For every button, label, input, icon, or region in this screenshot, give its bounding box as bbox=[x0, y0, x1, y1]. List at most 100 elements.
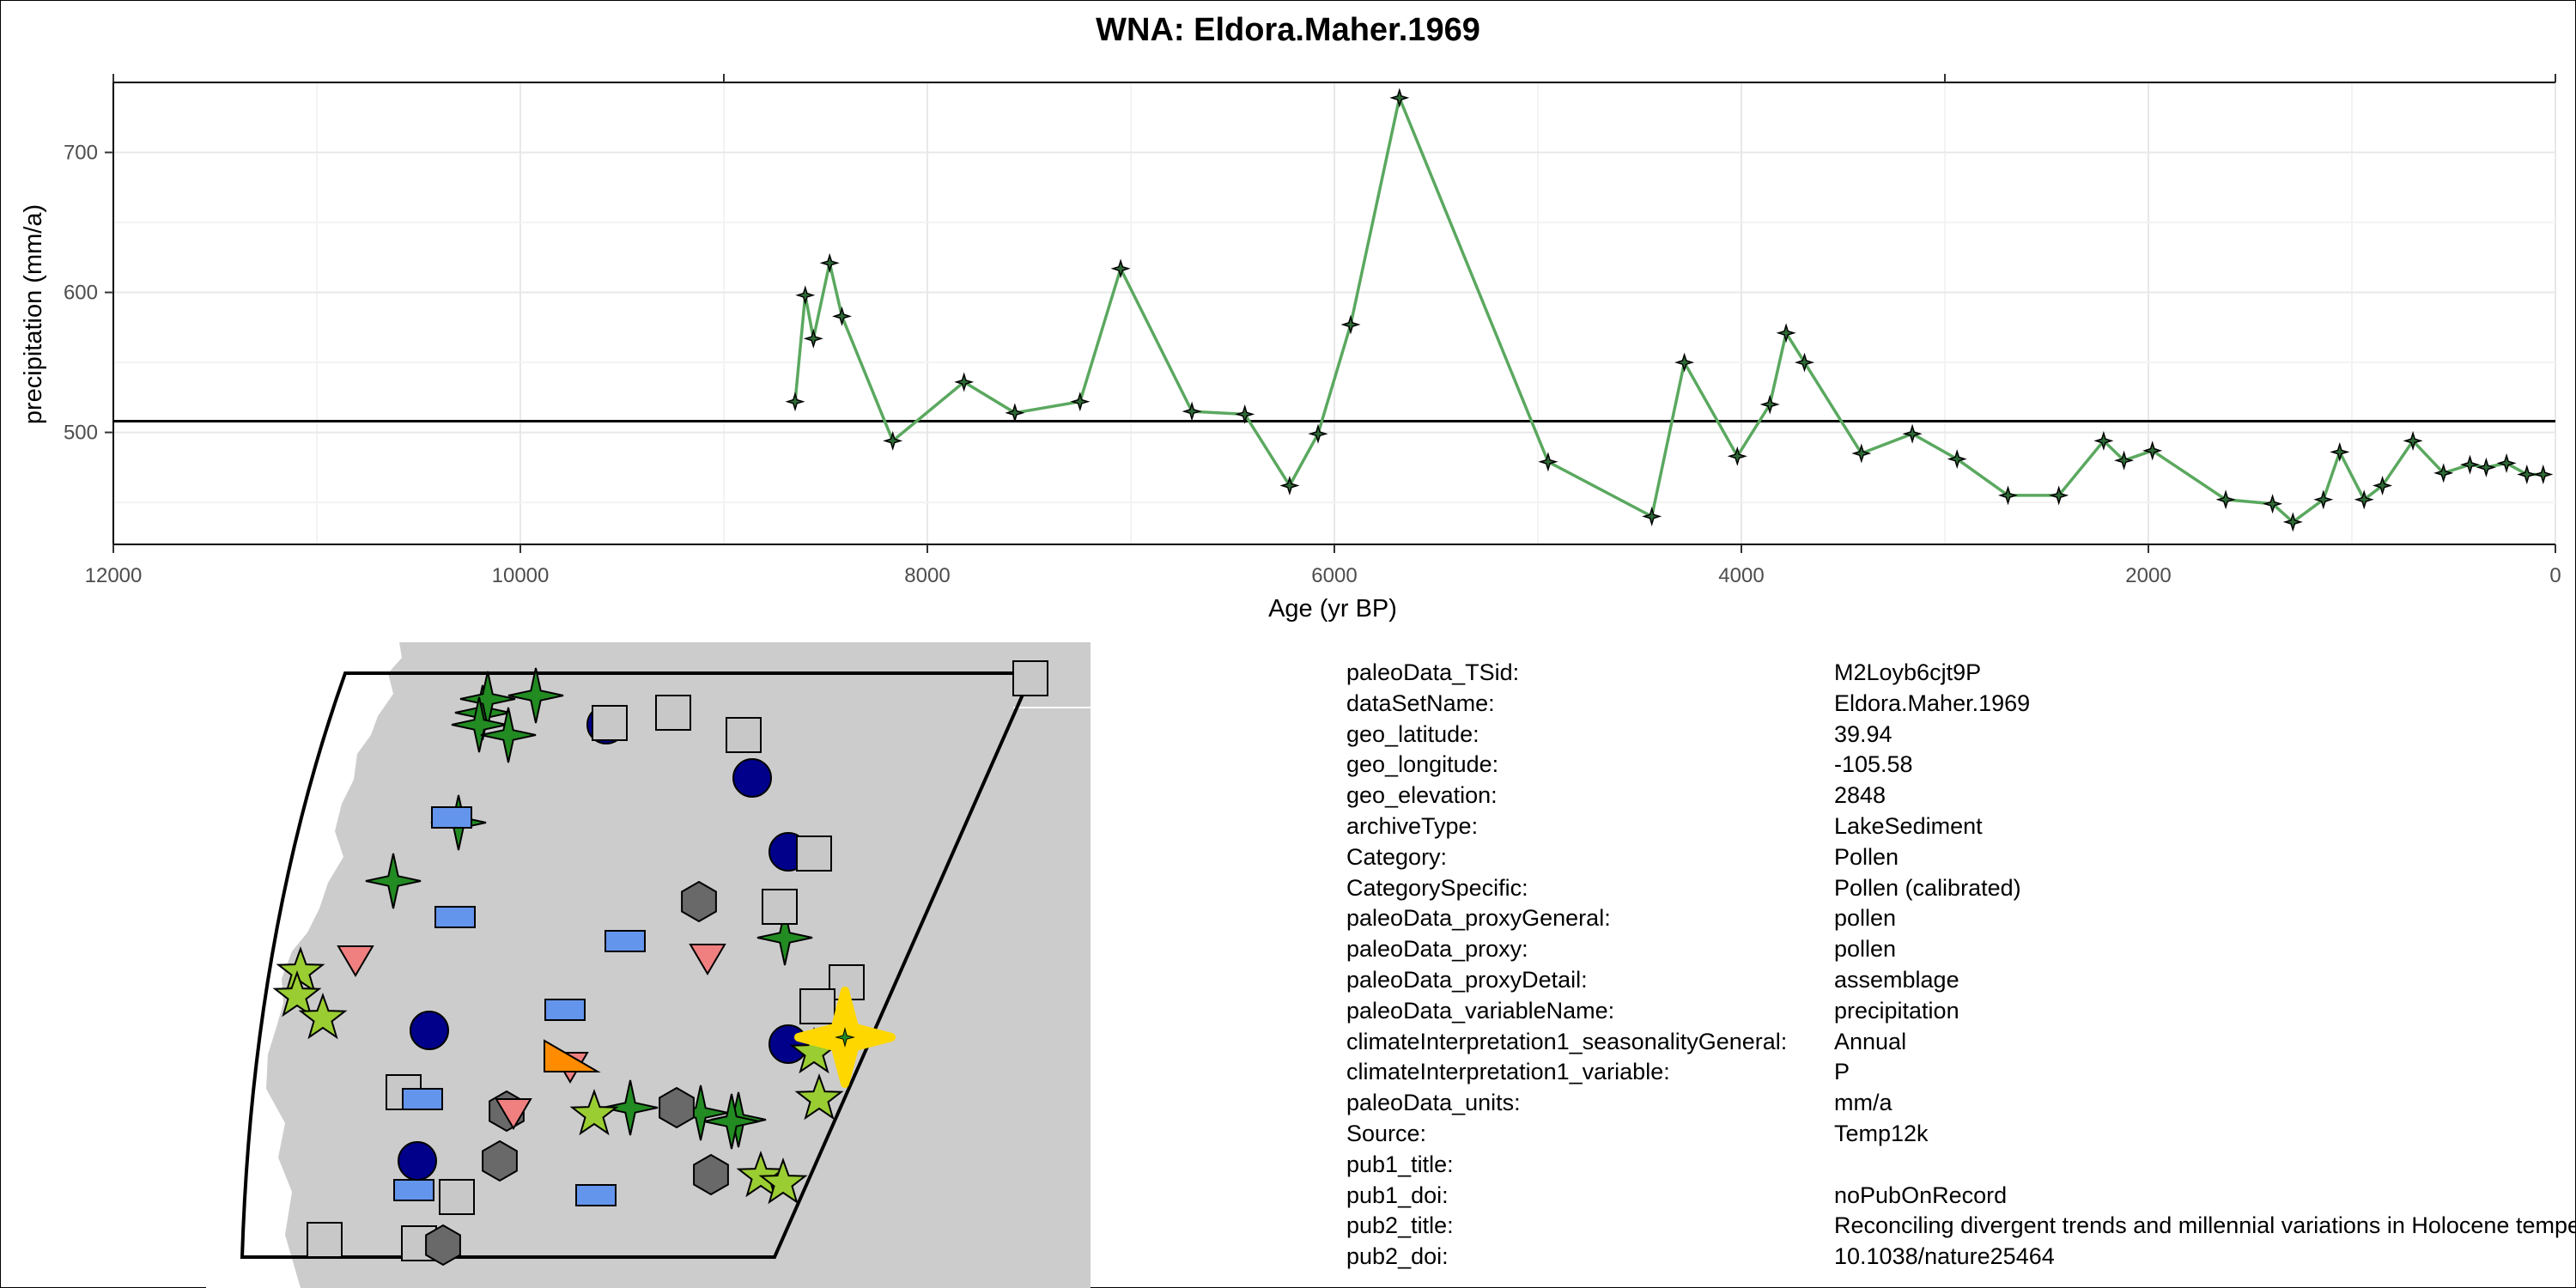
map-marker-square bbox=[799, 988, 835, 1024]
map-marker-triangle-down bbox=[689, 944, 726, 975]
metadata-key: paleoData_variableName: bbox=[1346, 997, 1615, 1024]
map-marker-circle bbox=[769, 1024, 808, 1064]
map-marker-hexagon bbox=[693, 1153, 729, 1196]
map-marker-circle bbox=[398, 1141, 437, 1181]
metadata-value: Eldora.Maher.1969 bbox=[1834, 690, 2031, 716]
map-marker-rect bbox=[393, 1179, 434, 1201]
map-marker-rect bbox=[434, 906, 476, 928]
series-line bbox=[793, 92, 2543, 525]
x-tick-label: 6000 bbox=[1311, 564, 1357, 587]
data-point bbox=[954, 372, 975, 392]
data-point bbox=[2215, 489, 2236, 510]
data-point bbox=[819, 252, 840, 273]
data-point bbox=[1182, 401, 1202, 422]
data-point bbox=[1727, 446, 1747, 466]
metadata-value: Reconciling divergent trends and millenn… bbox=[1834, 1212, 2576, 1239]
data-point bbox=[1538, 452, 1558, 472]
metadata-key: pub1_doi: bbox=[1346, 1182, 1449, 1208]
metadata-key: CategorySpecific: bbox=[1346, 874, 1528, 901]
metadata-value: mm/a bbox=[1834, 1090, 1893, 1116]
data-point bbox=[2517, 464, 2537, 485]
metadata-key: pub2_doi: bbox=[1346, 1243, 1449, 1270]
map-marker-square bbox=[655, 695, 691, 731]
y-tick-label: 700 bbox=[64, 142, 98, 165]
metadata-key: pub1_title: bbox=[1346, 1151, 1454, 1177]
data-point bbox=[2313, 489, 2334, 510]
data-point bbox=[1902, 423, 1923, 444]
data-point bbox=[1005, 403, 1025, 423]
map-marker-star5 bbox=[272, 970, 322, 1018]
map-marker-square bbox=[1012, 660, 1048, 696]
metadata-value: noPubOnRecord bbox=[1834, 1182, 2008, 1208]
coastline-ocean bbox=[206, 642, 402, 1288]
map-marker-triangle-down bbox=[337, 945, 374, 977]
y-axis-label: precipitation (mm/a) bbox=[20, 204, 47, 424]
precipitation-chart: 12000 10000 8000 6000 4000 2000 0 500 600 700 Age… bbox=[20, 74, 2561, 623]
metadata-value: LakeSediment bbox=[1834, 812, 1983, 839]
metadata-value: Pollen bbox=[1834, 843, 1899, 870]
map-marker-rect bbox=[544, 999, 586, 1021]
map-region-outline bbox=[240, 671, 1036, 1259]
data-point bbox=[832, 306, 853, 326]
map-marker-star5 bbox=[569, 1089, 619, 1136]
metadata-value: Annual bbox=[1834, 1028, 1907, 1054]
map-marker-star4 bbox=[602, 1079, 659, 1136]
metadata-key: paleoData_proxyDetail: bbox=[1346, 966, 1588, 993]
metadata-key: geo_longitude: bbox=[1346, 751, 1499, 778]
map-marker-square bbox=[762, 889, 798, 925]
metadata-key: climateInterpretation1_seasonalityGenera… bbox=[1346, 1028, 1788, 1054]
data-point bbox=[1642, 506, 1662, 526]
data-point bbox=[1070, 392, 1091, 412]
data-point bbox=[2496, 453, 2517, 473]
metadata-value: 2848 bbox=[1834, 782, 1886, 809]
map-marker-hexagon bbox=[482, 1139, 518, 1182]
data-point bbox=[1389, 88, 1410, 108]
data-point bbox=[1235, 404, 1255, 424]
metadata-value: Pollen (calibrated) bbox=[1834, 874, 2021, 901]
data-point bbox=[1279, 475, 1300, 496]
metadata-value: Temp12k bbox=[1834, 1120, 1929, 1146]
data-point bbox=[2093, 430, 2114, 451]
metadata-key: archiveType: bbox=[1346, 812, 1479, 839]
data-point bbox=[785, 392, 805, 412]
map-marker-star4 bbox=[480, 707, 537, 763]
x-tick-label: 2000 bbox=[2125, 564, 2171, 587]
data-point bbox=[1795, 352, 1815, 373]
data-point bbox=[1308, 423, 1328, 444]
metadata-key: geo_elevation: bbox=[1346, 782, 1498, 809]
data-point bbox=[2403, 430, 2423, 451]
data-point bbox=[1110, 258, 1131, 279]
x-tick-label: 0 bbox=[2549, 564, 2561, 587]
metadata-value: P bbox=[1834, 1059, 1850, 1085]
map-marker-circle bbox=[410, 1011, 449, 1050]
data-point bbox=[2142, 440, 2163, 461]
x-tick-label: 8000 bbox=[904, 564, 950, 587]
data-point bbox=[1340, 314, 1361, 335]
map-marker-square bbox=[592, 705, 628, 741]
map-marker-star4 bbox=[451, 696, 507, 753]
data-point bbox=[2049, 485, 2069, 506]
metadata-key: paleoData_proxy: bbox=[1346, 936, 1528, 963]
data-point bbox=[2372, 475, 2393, 496]
y-tick-label: 500 bbox=[64, 422, 98, 445]
map-marker-square bbox=[307, 1222, 343, 1258]
map-marker-star4 bbox=[703, 1093, 760, 1150]
data-point bbox=[2354, 489, 2374, 510]
map-marker-rect bbox=[431, 806, 472, 829]
map-marker-circle bbox=[732, 758, 772, 798]
data-point bbox=[1851, 443, 1872, 464]
map-marker-hexagon bbox=[681, 880, 717, 923]
chart-title: WNA: Eldora.Maher.1969 bbox=[1096, 12, 1480, 48]
data-point bbox=[2263, 494, 2283, 514]
x-tick-label: 12000 bbox=[85, 564, 143, 587]
data-point bbox=[2459, 454, 2481, 475]
metadata-key: dataSetName: bbox=[1346, 690, 1495, 716]
map-marker-triangle-down bbox=[495, 1098, 532, 1130]
map-marker-star4 bbox=[756, 909, 813, 966]
x-tick-label: 4000 bbox=[1718, 564, 1764, 587]
data-point bbox=[2433, 463, 2454, 483]
data-point bbox=[2114, 450, 2135, 471]
data-point bbox=[1947, 449, 1967, 470]
x-axis-label: Age (yr BP) bbox=[1268, 595, 1397, 623]
map-marker-star5 bbox=[758, 1157, 808, 1205]
